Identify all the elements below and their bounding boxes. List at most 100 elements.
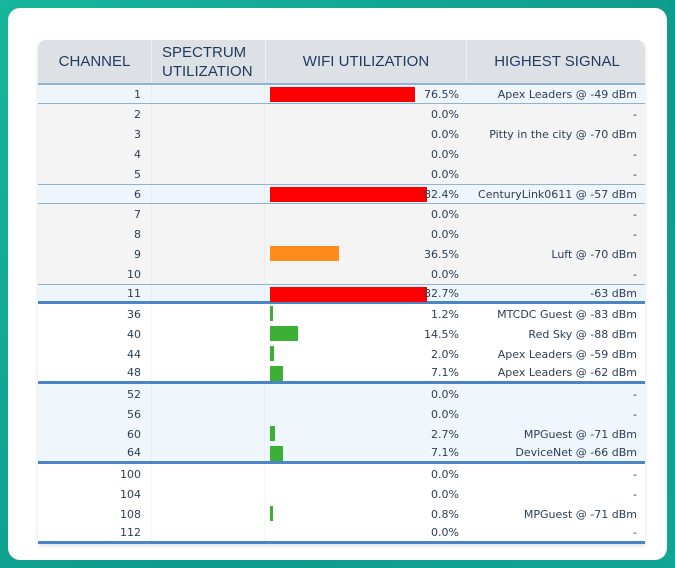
highest-signal-cell: - (633, 526, 637, 539)
highest-signal-cell: - (633, 167, 637, 181)
wifi-utilization-cell: 7.1% (265, 444, 465, 461)
channel-cell: 5 (134, 167, 141, 181)
utilization-percent: 0.0% (431, 227, 459, 241)
highest-signal-cell: Apex Leaders @ -49 dBm (497, 87, 637, 101)
spectrum-utilization-cell (151, 144, 265, 164)
highest-signal-cell: - (633, 107, 637, 121)
utilization-percent: 82.7% (424, 286, 459, 300)
channel-cell: 7 (134, 207, 141, 221)
table-body: 1 76.5% Apex Leaders @ -49 dBm 2 0.0% - 3 0.0% P… (38, 84, 645, 544)
channel-cell: 9 (134, 247, 141, 261)
table-row: 100 0.0% - (38, 464, 645, 484)
table-row: 8 0.0% - (38, 224, 645, 244)
table-row: 4 0.0% - (38, 144, 645, 164)
wifi-utilization-cell: 0.0% (265, 144, 465, 164)
wifi-utilization-cell: 2.0% (265, 344, 465, 364)
utilization-bar (270, 287, 428, 302)
channel-cell: 112 (120, 526, 141, 539)
channel-table: CHANNEL SPECTRUM UTILIZATION WIFI UTILIZ… (38, 40, 645, 544)
wifi-utilization-cell: 0.0% (265, 124, 465, 144)
wifi-utilization-cell: 82.7% (265, 285, 465, 302)
utilization-percent: 82.4% (424, 187, 459, 201)
channel-cell: 108 (120, 507, 141, 521)
header-channel[interactable]: CHANNEL (38, 40, 152, 83)
utilization-percent: 0.8% (431, 507, 459, 521)
highest-signal-cell: - (633, 207, 637, 221)
table-row: 7 0.0% - (38, 204, 645, 224)
wifi-utilization-cell: 76.5% (265, 85, 465, 103)
channel-cell: 3 (134, 127, 141, 141)
spectrum-utilization-cell (151, 185, 265, 203)
channel-cell: 1 (134, 87, 141, 101)
wifi-utilization-cell: 14.5% (265, 324, 465, 344)
wifi-utilization-cell: 82.4% (265, 185, 465, 203)
wifi-utilization-cell: 0.0% (265, 224, 465, 244)
channel-cell: 100 (120, 467, 141, 481)
wifi-utilization-cell: 0.0% (265, 104, 465, 124)
highest-signal-cell: - (633, 467, 637, 481)
spectrum-utilization-cell (151, 504, 265, 524)
spectrum-utilization-cell (151, 264, 265, 284)
table-row: 11 82.7% -63 dBm (38, 284, 645, 304)
wifi-utilization-cell: 0.0% (265, 204, 465, 224)
table-row: 9 36.5% Luft @ -70 dBm (38, 244, 645, 264)
highest-signal-cell: DeviceNet @ -66 dBm (515, 446, 637, 459)
table-row: 104 0.0% - (38, 484, 645, 504)
utilization-percent: 76.5% (424, 87, 459, 101)
highest-signal-cell: Pitty in the city @ -70 dBm (489, 127, 637, 141)
header-highest-signal[interactable]: HIGHEST SIGNAL (467, 40, 645, 83)
spectrum-utilization-cell (151, 444, 265, 461)
wifi-utilization-cell: 0.8% (265, 504, 465, 524)
wifi-utilization-cell: 0.0% (265, 164, 465, 184)
utilization-bar (270, 326, 298, 341)
wifi-utilization-cell: 7.1% (265, 364, 465, 381)
channel-cell: 64 (127, 446, 141, 459)
channel-utilization-card: CHANNEL SPECTRUM UTILIZATION WIFI UTILIZ… (8, 8, 667, 560)
spectrum-utilization-cell (151, 124, 265, 144)
table-row: 60 2.7% MPGuest @ -71 dBm (38, 424, 645, 444)
channel-cell: 44 (127, 347, 141, 361)
highest-signal-cell: -63 dBm (590, 286, 637, 300)
table-row: 3 0.0% Pitty in the city @ -70 dBm (38, 124, 645, 144)
utilization-percent: 0.0% (431, 407, 459, 421)
table-row: 6 82.4% CenturyLink0611 @ -57 dBm (38, 184, 645, 204)
utilization-percent: 1.2% (431, 307, 459, 321)
spectrum-utilization-cell (151, 484, 265, 504)
utilization-percent: 14.5% (424, 327, 459, 341)
table-row: 36 1.2% MTCDC Guest @ -83 dBm (38, 304, 645, 324)
utilization-percent: 2.0% (431, 347, 459, 361)
wifi-utilization-cell: 0.0% (265, 524, 465, 541)
wifi-utilization-cell: 0.0% (265, 264, 465, 284)
channel-cell: 36 (127, 307, 141, 321)
channel-cell: 48 (127, 366, 141, 379)
header-wifi-utilization[interactable]: WIFI UTILIZATION (266, 40, 467, 83)
wifi-utilization-cell: 0.0% (265, 464, 465, 484)
utilization-bar (270, 187, 427, 202)
spectrum-utilization-cell (151, 464, 265, 484)
highest-signal-cell: - (633, 387, 637, 401)
highest-signal-cell: Red Sky @ -88 dBm (528, 327, 637, 341)
table-row: 40 14.5% Red Sky @ -88 dBm (38, 324, 645, 344)
utilization-percent: 0.0% (431, 467, 459, 481)
table-row: 64 7.1% DeviceNet @ -66 dBm (38, 444, 645, 464)
spectrum-utilization-cell (151, 404, 265, 424)
utilization-bar (270, 246, 340, 261)
spectrum-utilization-cell (151, 364, 265, 381)
wifi-utilization-cell: 0.0% (265, 404, 465, 424)
header-spectrum-utilization[interactable]: SPECTRUM UTILIZATION (152, 40, 266, 83)
channel-cell: 8 (134, 227, 141, 241)
highest-signal-cell: - (633, 147, 637, 161)
utilization-percent: 0.0% (431, 387, 459, 401)
table-row: 44 2.0% Apex Leaders @ -59 dBm (38, 344, 645, 364)
spectrum-utilization-cell (151, 304, 265, 324)
table-row: 52 0.0% - (38, 384, 645, 404)
utilization-percent: 0.0% (431, 167, 459, 181)
spectrum-utilization-cell (151, 524, 265, 541)
highest-signal-cell: MPGuest @ -71 dBm (523, 507, 637, 521)
highest-signal-cell: Apex Leaders @ -62 dBm (497, 366, 637, 379)
spectrum-utilization-cell (151, 384, 265, 404)
table-row: 10 0.0% - (38, 264, 645, 284)
utilization-percent: 7.1% (431, 366, 459, 379)
utilization-percent: 0.0% (431, 147, 459, 161)
wifi-utilization-cell: 0.0% (265, 384, 465, 404)
